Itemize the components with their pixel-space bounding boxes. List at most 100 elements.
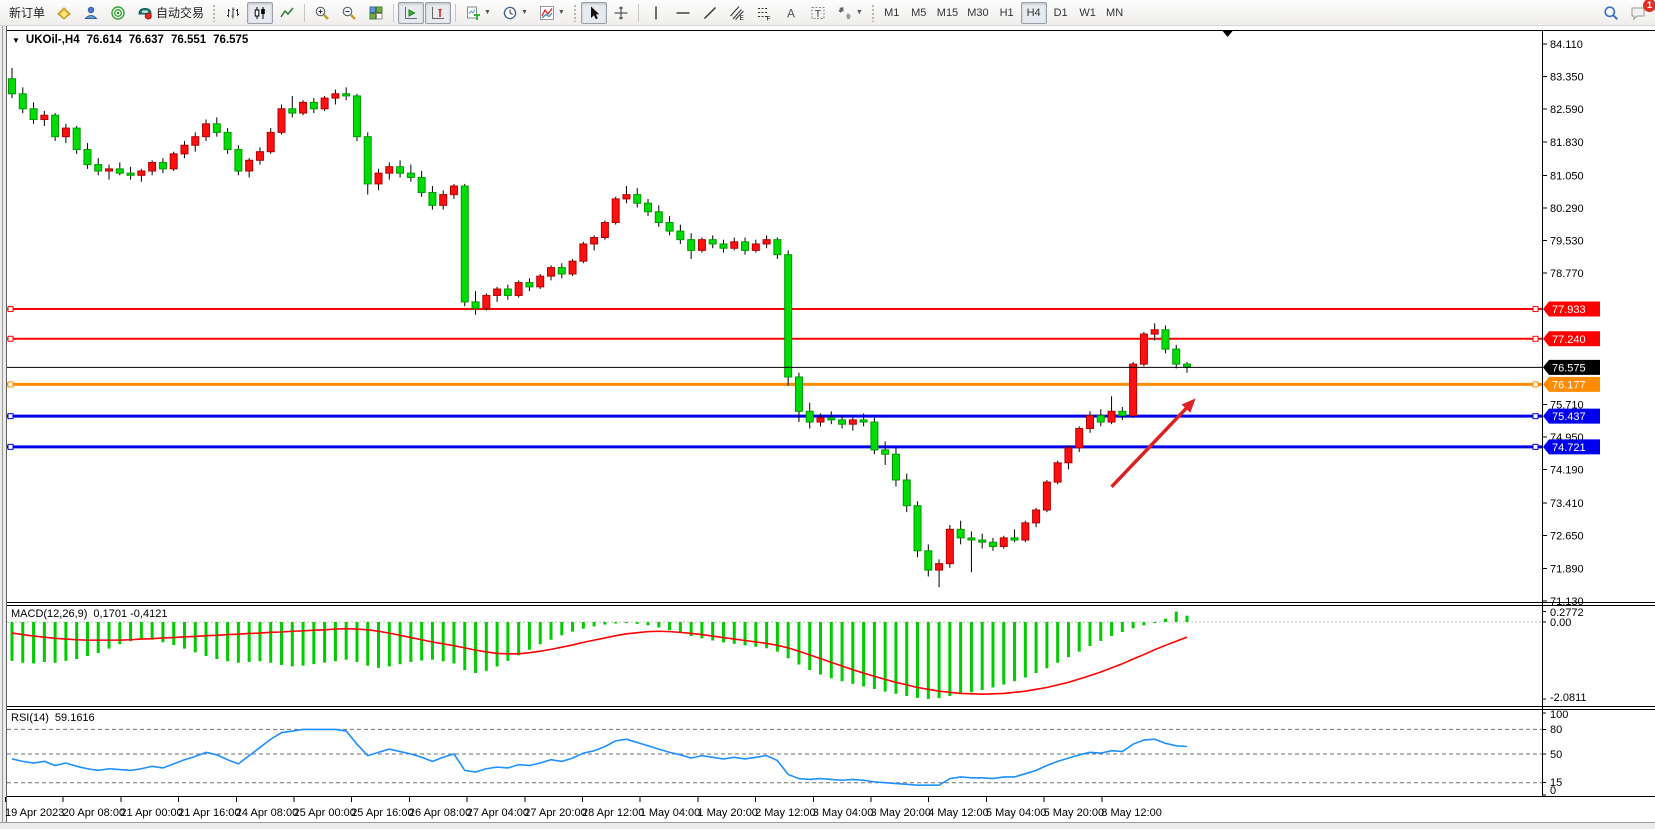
search-button[interactable] — [1598, 2, 1624, 24]
chart-shift-button[interactable] — [425, 1, 452, 24]
timeframe-m15-button[interactable]: M15 — [933, 2, 962, 24]
svg-text:100: 100 — [1550, 709, 1568, 721]
svg-text:15: 15 — [1550, 777, 1562, 789]
hline-77.240[interactable] — [7, 335, 1542, 342]
arrows-tool-dropdown[interactable]: ▼ — [832, 2, 868, 24]
timeframe-mn-button[interactable]: MN — [1102, 2, 1128, 24]
svg-text:83.350: 83.350 — [1550, 72, 1584, 84]
auto-scroll-button[interactable] — [398, 1, 425, 24]
timeframe-d1-button[interactable]: D1 — [1048, 2, 1074, 24]
svg-text:72.650: 72.650 — [1550, 531, 1584, 543]
vertical-line-tool-button[interactable] — [643, 2, 669, 24]
fibonacci-tool-button[interactable]: F — [751, 2, 777, 24]
metaeditor-icon — [56, 5, 72, 21]
svg-text:0: 0 — [1550, 785, 1556, 797]
indicators-dropdown[interactable]: ▼ — [534, 2, 570, 24]
price-axis-badge — [1543, 301, 1600, 317]
crosshair-tool-button[interactable] — [608, 2, 634, 24]
line-chart-button[interactable] — [274, 2, 300, 24]
svg-text:71.890: 71.890 — [1550, 563, 1584, 575]
time-label: 27 Apr 04:00 — [467, 807, 529, 819]
timeframe-m5-button[interactable]: M5 — [906, 2, 932, 24]
metaeditor-button[interactable] — [51, 2, 77, 24]
zoom-in-button[interactable] — [309, 2, 335, 24]
svg-text:77.240: 77.240 — [1552, 334, 1586, 346]
svg-text:F: F — [766, 15, 770, 21]
tile-windows-button[interactable] — [363, 2, 389, 24]
time-axis[interactable] — [5, 797, 1103, 802]
new-chart-icon — [465, 5, 481, 21]
candlestick-series — [8, 68, 1192, 588]
hline-77.933[interactable] — [7, 306, 1542, 313]
chart-symbol-period: UKOil-,H4 — [25, 34, 80, 46]
svg-text:79.530: 79.530 — [1550, 236, 1584, 248]
rsi-name: RSI(14) — [11, 712, 49, 724]
macd-indicator-label: MACD(12,26,9) 0,1701 -0,4121 — [11, 608, 167, 620]
svg-text:0.2772: 0.2772 — [1550, 607, 1584, 619]
dropdown-caret-icon: ▼ — [855, 9, 863, 16]
dropdown-caret-icon: ▼ — [520, 9, 528, 16]
cursor-tool-button[interactable] — [580, 1, 607, 24]
mql5-community-button[interactable] — [78, 2, 104, 24]
time-label: 19 Apr 2023 — [5, 807, 64, 819]
new-order-button[interactable]: 新订单 — [4, 2, 50, 24]
timeframe-h1-button[interactable]: H1 — [994, 2, 1020, 24]
hline-76.177[interactable] — [7, 381, 1542, 388]
chart-shift-marker — [1222, 31, 1233, 37]
notifications-button[interactable]: 1 — [1625, 0, 1655, 24]
new-chart-dropdown[interactable]: ▼ — [460, 2, 496, 24]
dropdown-caret-icon: ▼ — [557, 9, 565, 16]
crosshair-icon — [613, 5, 629, 21]
line-chart-icon — [279, 5, 295, 21]
timeframe-w1-button[interactable]: W1 — [1075, 2, 1101, 24]
equidistant-channel-tool-button[interactable]: E — [724, 2, 750, 24]
autotrading-button[interactable]: 自动交易 — [132, 2, 209, 24]
svg-text:74.190: 74.190 — [1550, 465, 1584, 477]
time-label: 1 May 20:00 — [697, 807, 758, 819]
toolbar-grip — [870, 3, 876, 22]
toolbar-grip — [212, 3, 218, 22]
timeframe-m1-button[interactable]: M1 — [879, 2, 905, 24]
horizontal-line-icon — [675, 5, 691, 21]
channel-icon: E — [729, 5, 745, 21]
candlestick-icon — [252, 5, 268, 21]
auto-scroll-icon — [403, 5, 419, 21]
chart-high-value: 76.637 — [128, 34, 164, 46]
text-label-icon: T — [810, 5, 826, 21]
time-label: 5 May 20:00 — [1044, 807, 1105, 819]
text-tool-button[interactable]: A — [778, 2, 804, 24]
toolbar: 新订单 自动交易 ▼ ▼ ▼ E F A T ▼ M1 M5 M15 M30 H… — [0, 0, 1655, 26]
hline-75.437[interactable] — [7, 413, 1542, 420]
bar-chart-icon — [225, 5, 241, 21]
time-label: 25 Apr 00:00 — [294, 807, 356, 819]
candlestick-chart-button[interactable] — [247, 1, 274, 24]
bar-chart-button[interactable] — [220, 2, 246, 24]
zoom-out-button[interactable] — [336, 2, 362, 24]
trendline-tool-button[interactable] — [697, 2, 723, 24]
horizontal-line-tool-button[interactable] — [670, 2, 696, 24]
macd-indicator — [10, 611, 1189, 699]
price-axis-badge — [1543, 331, 1600, 347]
hline-74.721[interactable] — [7, 443, 1542, 450]
svg-text:76.575: 76.575 — [1552, 362, 1586, 374]
svg-text:T: T — [815, 8, 822, 20]
periods-dropdown[interactable]: ▼ — [497, 2, 533, 24]
time-label: 4 May 12:00 — [928, 807, 989, 819]
svg-text:73.410: 73.410 — [1550, 498, 1584, 510]
collapse-triangle-icon[interactable]: ▼ — [12, 35, 20, 45]
time-label: 3 May 04:00 — [813, 807, 874, 819]
timeframe-m30-button[interactable]: M30 — [963, 2, 992, 24]
toolbar-separator — [304, 3, 306, 22]
chart-ohlc-header: ▼ UKOil-,H4 76.614 76.637 76.551 76.575 — [12, 34, 248, 46]
text-label-tool-button[interactable]: T — [805, 2, 831, 24]
time-label: 26 Apr 08:00 — [409, 807, 471, 819]
svg-text:78.770: 78.770 — [1550, 268, 1584, 280]
signals-button[interactable] — [105, 2, 131, 24]
time-label: 1 May 04:00 — [640, 807, 701, 819]
trend-arrow-annotation[interactable] — [1110, 398, 1196, 489]
svg-text:76.177: 76.177 — [1552, 379, 1586, 391]
timeframe-h4-button[interactable]: H4 — [1020, 1, 1047, 24]
price-axis-badge — [1543, 359, 1600, 375]
macd-values: 0,1701 -0,4121 — [93, 608, 168, 620]
